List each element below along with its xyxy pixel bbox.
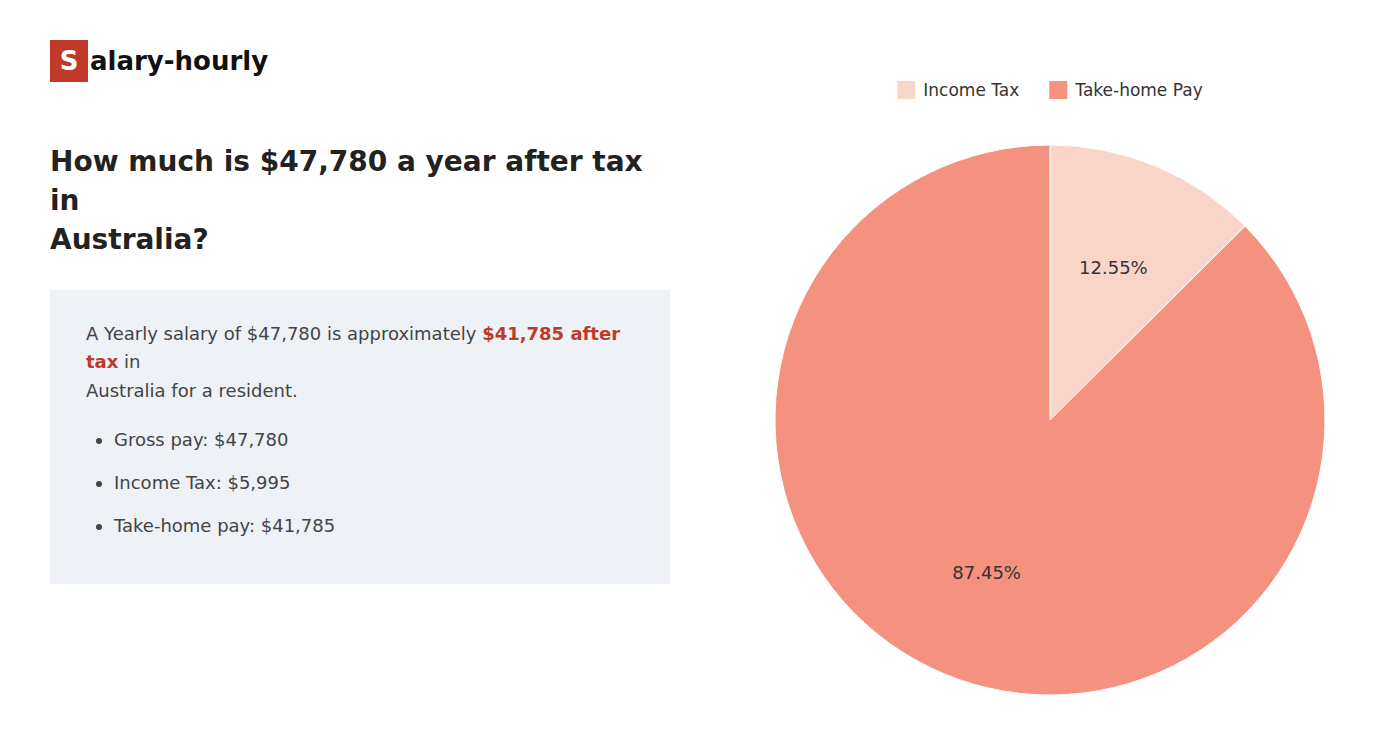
slices: [775, 145, 1325, 695]
data-labels: 12.55% 87.45%: [952, 257, 1147, 583]
logo: Salary-hourly: [50, 40, 670, 82]
data-label: 12.55%: [1079, 257, 1148, 278]
legend-item: Take-home Pay: [1049, 80, 1202, 100]
page: Salary-hourly How much is $47,780 a year …: [0, 0, 1400, 750]
pie-slice: [775, 145, 1325, 695]
text-panel: Salary-hourly How much is $47,780 a year …: [0, 0, 700, 750]
pie-chart: 12.55% 87.45% Income Tax Take-home Pay: [700, 0, 1400, 750]
legend-item: Income Tax: [897, 80, 1019, 100]
info-box: A Yearly salary of $47,780 is approximat…: [50, 290, 670, 585]
data-label: 87.45%: [952, 562, 1021, 583]
info-text: A Yearly salary of $47,780 is approximat…: [86, 323, 482, 344]
info-paragraph: A Yearly salary of $47,780 is approximat…: [86, 320, 640, 406]
logo-letter: S: [50, 40, 88, 82]
info-text: Australia for a resident.: [86, 380, 298, 401]
bullet-item: Gross pay: $47,780: [114, 426, 640, 455]
legend-swatch: [897, 81, 915, 99]
bullet-item: Income Tax: $5,995: [114, 469, 640, 498]
logo-text: alary-hourly: [90, 46, 268, 76]
bullet-list: Gross pay: $47,780 Income Tax: $5,995 Take…: [86, 426, 640, 540]
chart-panel: 12.55% 87.45% Income Tax Take-home Pay: [700, 0, 1400, 750]
title: How much is $47,780 a year after tax inA…: [50, 142, 670, 260]
info-text: in: [118, 351, 140, 372]
bullet-item: Take-home pay: $41,785: [114, 512, 640, 541]
legend-label: Income Tax: [923, 80, 1019, 100]
legend: Income Tax Take-home Pay: [897, 80, 1202, 100]
legend-label: Take-home Pay: [1074, 80, 1202, 100]
legend-swatch: [1049, 81, 1067, 99]
